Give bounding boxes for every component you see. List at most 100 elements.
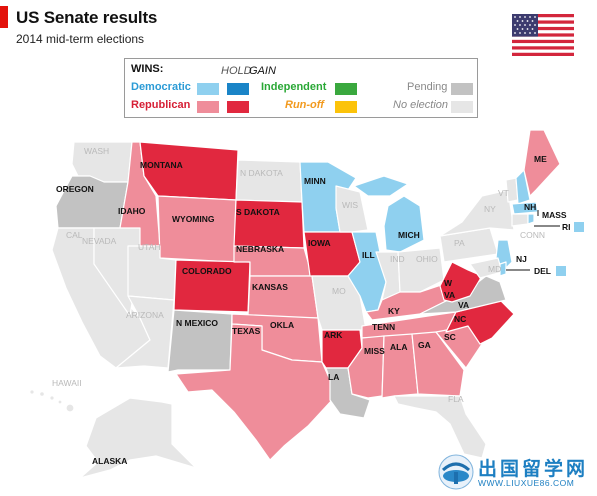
state-ri xyxy=(527,213,535,225)
label-wyoming: WYOMING xyxy=(172,214,215,224)
legend-democratic-label: Democratic xyxy=(131,81,191,93)
label-ky: KY xyxy=(388,306,400,316)
label-la: LA xyxy=(328,372,339,382)
legend: WINS: HOLD GAIN Democratic Republican In… xyxy=(124,58,478,118)
label-pa: PA xyxy=(454,238,465,248)
state-mich-up xyxy=(353,175,409,197)
label-nh: NH xyxy=(524,202,536,212)
label-nc: NC xyxy=(454,314,466,324)
legend-runoff-label: Run-off xyxy=(285,99,324,111)
state-n-mexico xyxy=(167,309,233,373)
label-va: VA xyxy=(458,300,469,310)
legend-hold-label: HOLD xyxy=(221,65,252,77)
legend-pending-label: Pending xyxy=(407,81,448,93)
swatch-runoff xyxy=(335,101,357,113)
callout-del xyxy=(556,266,566,276)
watermark-logo-icon xyxy=(438,454,474,490)
state-texas xyxy=(175,323,333,461)
label-nj: NJ xyxy=(516,254,527,264)
label-miss: MISS xyxy=(364,346,385,356)
label-colorado: COLORADO xyxy=(182,266,232,276)
state-ohio xyxy=(397,247,445,293)
label-ga: GA xyxy=(418,340,431,350)
label-utah: UTAH xyxy=(138,242,161,252)
legend-no-election-label: No election xyxy=(393,99,449,111)
label-mo: MO xyxy=(332,286,346,296)
watermark: 出国留学网 WWW.LIUXUE86.COM xyxy=(438,454,588,492)
label-n-mexico: N MEXICO xyxy=(176,318,218,328)
label-me: ME xyxy=(534,154,547,164)
state-ala xyxy=(381,333,419,399)
state-n-dakota xyxy=(235,159,303,203)
brand-bar xyxy=(0,6,8,28)
legend-republican-label: Republican xyxy=(131,99,191,111)
label-ny: NY xyxy=(484,204,496,214)
label-vt: VT xyxy=(498,188,509,198)
state-mich xyxy=(383,195,425,253)
label-idaho: IDAHO xyxy=(118,206,146,216)
label-fla: FLA xyxy=(448,394,464,404)
page-subtitle: 2014 mid-term elections xyxy=(16,32,145,46)
state-montana xyxy=(139,141,239,201)
label-s-dakota: S DAKOTA xyxy=(236,207,280,217)
swatch-rep-gain xyxy=(227,101,249,113)
state-wyoming xyxy=(157,195,237,263)
label-oregon: OREGON xyxy=(56,184,94,194)
label-kansas: KANSAS xyxy=(252,282,288,292)
page-title: US Senate results xyxy=(16,8,158,27)
label-texas: TEXAS xyxy=(232,326,261,336)
state-me xyxy=(523,129,561,197)
label-ind: IND xyxy=(390,254,405,264)
label-cal: CAL xyxy=(66,230,83,240)
label-conn: CONN xyxy=(520,230,545,240)
state-ga xyxy=(411,331,465,397)
label-minn: MINN xyxy=(304,176,326,186)
state-del xyxy=(499,261,507,277)
label-wash: WASH xyxy=(84,146,109,156)
swatch-pending xyxy=(451,83,473,95)
label-nevada: NEVADA xyxy=(82,236,117,246)
label-n-dakota: N DAKOTA xyxy=(240,168,283,178)
label-nebraska: NEBRASKA xyxy=(236,244,284,254)
state-fla xyxy=(393,395,487,459)
label-del: DEL xyxy=(534,266,551,276)
swatch-dem-gain xyxy=(227,83,249,95)
swatch-independent xyxy=(335,83,357,95)
legend-independent-label: Independent xyxy=(261,81,327,93)
legend-gain-label: GAIN xyxy=(249,65,276,77)
label-md: MD xyxy=(488,264,501,274)
label-tenn: TENN xyxy=(372,322,395,332)
state-hawaii xyxy=(29,389,75,413)
label-montana: MONTANA xyxy=(140,160,183,170)
state-nh xyxy=(515,169,531,205)
state-alaska xyxy=(79,397,197,479)
label-alaska: ALASKA xyxy=(92,456,127,466)
label-ark: ARK xyxy=(324,330,343,340)
swatch-rep-hold xyxy=(197,101,219,113)
state-arizona xyxy=(115,295,175,369)
label-w-va-2: VA xyxy=(444,290,455,300)
label-w-va-1: W xyxy=(444,278,453,288)
label-wis: WIS xyxy=(342,200,358,210)
label-okla: OKLA xyxy=(270,320,294,330)
label-iowa: IOWA xyxy=(308,238,331,248)
label-hawaii: HAWAII xyxy=(52,378,82,388)
state-w-va xyxy=(439,261,483,303)
label-ala: ALA xyxy=(390,342,407,352)
legend-wins-label: WINS: xyxy=(131,63,164,75)
swatch-dem-hold xyxy=(197,83,219,95)
label-mich: MICH xyxy=(398,230,420,240)
label-mass: MASS xyxy=(542,210,567,220)
label-ri: RI xyxy=(562,222,571,232)
state-ky xyxy=(365,283,449,321)
state-conn xyxy=(511,213,529,227)
label-sc: SC xyxy=(444,332,456,342)
callout-ri xyxy=(574,222,584,232)
watermark-chinese: 出国留学网 xyxy=(478,459,589,480)
swatch-no-election xyxy=(451,101,473,113)
label-ohio: OHIO xyxy=(416,254,438,264)
label-arizona: ARIZONA xyxy=(126,310,164,320)
watermark-url: WWW.LIUXUE86.COM xyxy=(478,478,575,488)
us-flag-icon xyxy=(512,14,574,56)
